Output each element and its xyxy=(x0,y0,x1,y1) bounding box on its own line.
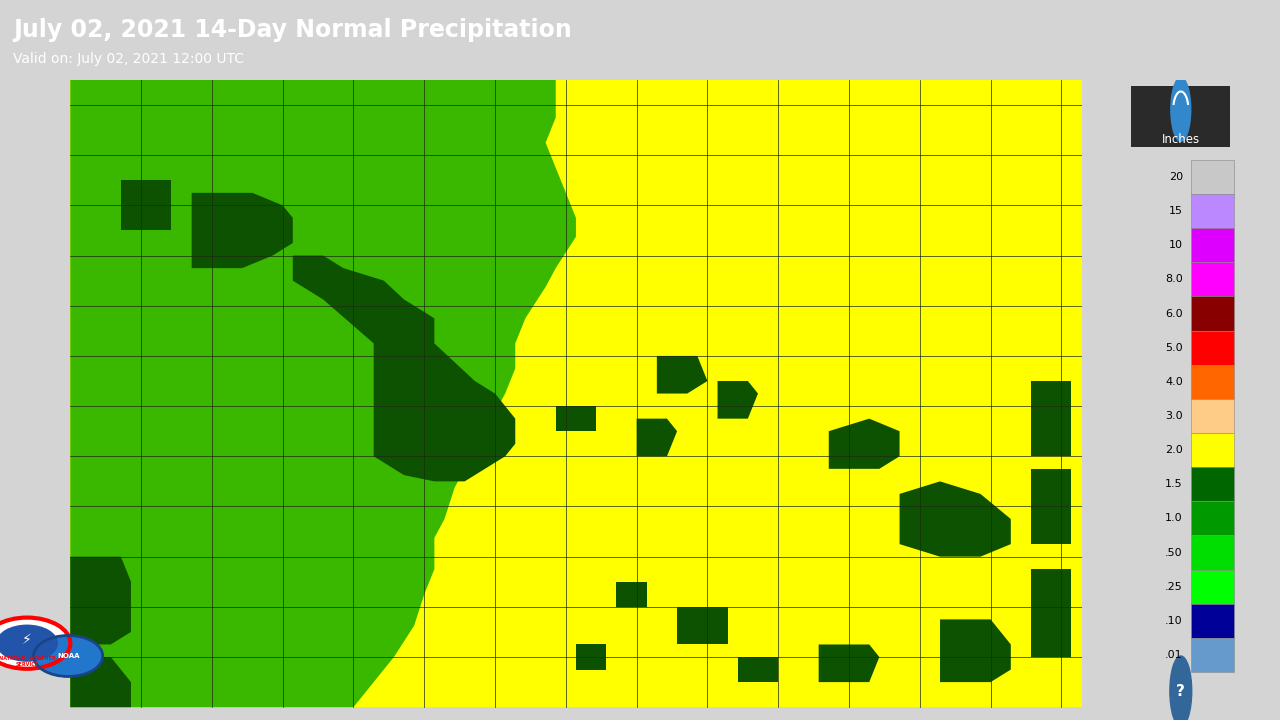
Polygon shape xyxy=(70,657,131,707)
Polygon shape xyxy=(192,193,293,268)
Text: 20: 20 xyxy=(1169,172,1183,182)
Polygon shape xyxy=(737,657,778,682)
Polygon shape xyxy=(1030,570,1071,657)
Text: 15: 15 xyxy=(1169,206,1183,216)
Text: NATIONAL WEATHER
SERVICE: NATIONAL WEATHER SERVICE xyxy=(0,656,55,667)
Circle shape xyxy=(1170,656,1192,720)
Text: ⚡: ⚡ xyxy=(22,633,32,647)
Polygon shape xyxy=(657,356,708,394)
Bar xyxy=(1190,228,1234,262)
Bar xyxy=(1190,501,1234,536)
Bar xyxy=(1190,399,1234,433)
Text: .50: .50 xyxy=(1165,547,1183,557)
Text: .01: .01 xyxy=(1165,650,1183,660)
Circle shape xyxy=(33,636,102,677)
Polygon shape xyxy=(576,644,607,670)
Text: 6.0: 6.0 xyxy=(1165,309,1183,318)
Polygon shape xyxy=(70,80,576,707)
Bar xyxy=(1132,86,1230,147)
Text: 8.0: 8.0 xyxy=(1165,274,1183,284)
Text: July 02, 2021 14-Day Normal Precipitation: July 02, 2021 14-Day Normal Precipitatio… xyxy=(13,17,572,42)
Bar xyxy=(1190,194,1234,228)
Text: 5.0: 5.0 xyxy=(1165,343,1183,353)
Bar xyxy=(1190,330,1234,365)
Bar xyxy=(1190,262,1234,297)
Text: Valid on: July 02, 2021 12:00 UTC: Valid on: July 02, 2021 12:00 UTC xyxy=(13,52,243,66)
Bar xyxy=(1190,638,1234,672)
Polygon shape xyxy=(718,381,758,418)
Text: NOAA: NOAA xyxy=(56,653,79,659)
Polygon shape xyxy=(70,557,131,644)
Bar xyxy=(1190,603,1234,638)
Polygon shape xyxy=(556,406,596,431)
Polygon shape xyxy=(636,418,677,456)
Polygon shape xyxy=(617,582,646,607)
Polygon shape xyxy=(120,180,172,230)
Text: 1.0: 1.0 xyxy=(1165,513,1183,523)
Text: 1.5: 1.5 xyxy=(1165,480,1183,489)
Circle shape xyxy=(0,625,58,661)
Bar xyxy=(1190,433,1234,467)
Bar xyxy=(1190,570,1234,603)
Polygon shape xyxy=(1030,381,1071,456)
Polygon shape xyxy=(900,482,1011,557)
Text: .25: .25 xyxy=(1165,582,1183,592)
Text: .10: .10 xyxy=(1165,616,1183,626)
Polygon shape xyxy=(677,607,727,644)
Bar xyxy=(1190,536,1234,570)
Text: 4.0: 4.0 xyxy=(1165,377,1183,387)
Text: 10: 10 xyxy=(1169,240,1183,251)
Text: 3.0: 3.0 xyxy=(1165,411,1183,421)
Polygon shape xyxy=(828,418,900,469)
Bar xyxy=(1190,467,1234,501)
Polygon shape xyxy=(819,644,879,682)
Text: ?: ? xyxy=(1176,684,1185,698)
Polygon shape xyxy=(293,256,516,482)
Polygon shape xyxy=(1030,469,1071,544)
Bar xyxy=(1190,160,1234,194)
Polygon shape xyxy=(940,619,1011,682)
Circle shape xyxy=(1171,78,1190,141)
Text: 2.0: 2.0 xyxy=(1165,445,1183,455)
Text: Inches: Inches xyxy=(1162,133,1199,146)
Bar xyxy=(1190,297,1234,330)
Bar xyxy=(1190,365,1234,399)
Circle shape xyxy=(0,618,70,669)
